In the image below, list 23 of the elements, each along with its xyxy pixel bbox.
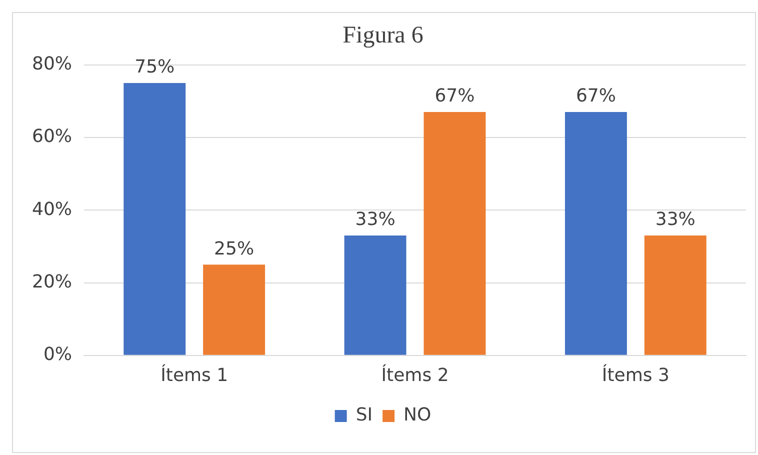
data-label: 33% (655, 209, 696, 230)
legend-label: SI (356, 404, 373, 426)
chart-title: Figura 6 (342, 22, 424, 49)
y-tick-label: 80% (32, 53, 72, 74)
y-tick-label: 40% (32, 198, 72, 220)
bar (424, 112, 486, 355)
data-label: 33% (355, 209, 396, 230)
bar (564, 112, 627, 355)
data-label: 67% (576, 86, 616, 107)
bar (344, 236, 406, 355)
x-tick-label: Ítems 2 (381, 364, 449, 386)
bar (203, 264, 266, 355)
bar (124, 82, 186, 355)
bar (644, 236, 706, 355)
y-tick-label: 0% (43, 344, 72, 366)
data-label: 67% (434, 86, 475, 107)
data-label: 75% (134, 56, 175, 78)
legend-label: NO (404, 404, 432, 426)
y-tick-label: 20% (32, 271, 72, 292)
x-tick-label: Ítems 1 (160, 364, 228, 386)
data-label: 25% (214, 238, 254, 260)
y-tick-label: 60% (32, 126, 72, 148)
x-tick-label: Ítems 3 (602, 364, 670, 386)
